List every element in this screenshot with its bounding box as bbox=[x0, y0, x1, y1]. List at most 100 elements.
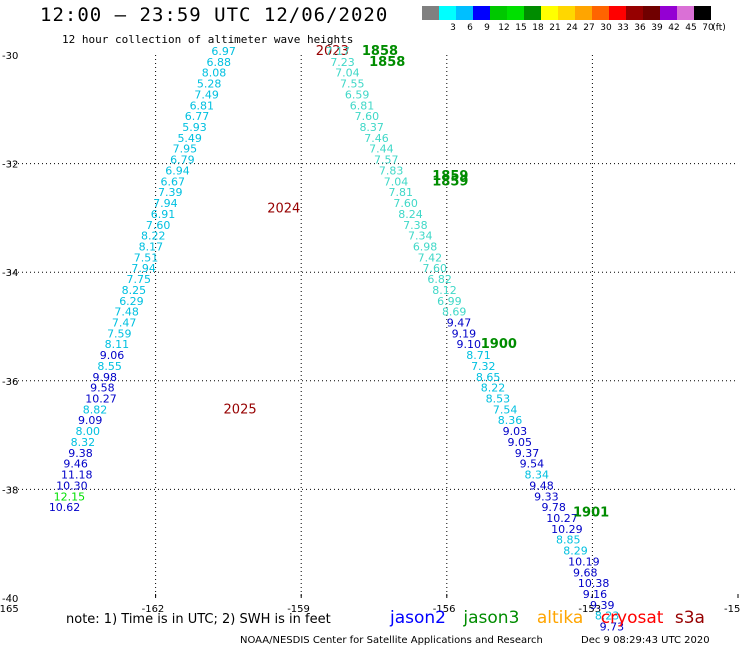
x-tick-label: -162 bbox=[142, 604, 165, 615]
legend-label: 15 bbox=[515, 23, 527, 33]
page-title: 12:00 — 23:59 UTC 12/06/2020 bbox=[40, 4, 389, 26]
swh-value: 6.82 bbox=[427, 273, 452, 286]
swh-value: 9.05 bbox=[507, 436, 532, 449]
swh-value: 9.16 bbox=[583, 588, 608, 601]
legend-swatch bbox=[694, 6, 711, 20]
swh-value: 7.75 bbox=[126, 273, 151, 286]
time-label: 1858 bbox=[369, 55, 405, 70]
swh-value: 7.81 bbox=[389, 186, 414, 199]
swh-value: 6.29 bbox=[119, 295, 144, 308]
track-a: 6.976.888.085.287.496.816.775.935.497.95… bbox=[49, 44, 349, 514]
swh-value: 7.23 bbox=[330, 56, 355, 69]
swh-value: 12.15 bbox=[54, 490, 86, 503]
swh-value: 9.47 bbox=[447, 317, 472, 330]
time-label: 1900 bbox=[481, 337, 517, 352]
swh-value: 8.34 bbox=[524, 469, 549, 482]
swh-value: 8.25 bbox=[122, 284, 147, 297]
legend-swatch bbox=[439, 6, 456, 20]
swh-value: 8.22 bbox=[481, 382, 506, 395]
swh-value: 6.81 bbox=[350, 99, 375, 112]
swh-value: 7.17 bbox=[325, 45, 350, 58]
y-tick-label: -38 bbox=[2, 485, 18, 496]
swh-value: 7.42 bbox=[418, 251, 443, 264]
footer-timestamp: Dec 9 08:29:43 UTC 2020 bbox=[581, 635, 710, 646]
swh-value: 8.11 bbox=[105, 338, 130, 351]
legend-label: 42 bbox=[668, 23, 680, 33]
swh-value: 6.77 bbox=[185, 110, 210, 123]
legend-swatch bbox=[507, 6, 524, 20]
swh-value: 7.04 bbox=[384, 175, 409, 188]
legend-swatch bbox=[541, 6, 558, 20]
swh-value: 8.65 bbox=[476, 371, 501, 384]
swh-value: 8.12 bbox=[432, 284, 457, 297]
time-label: 2024 bbox=[267, 201, 300, 216]
footer-credit: NOAA/NESDIS Center for Satellite Applica… bbox=[240, 635, 543, 646]
swh-value: 9.73 bbox=[600, 621, 625, 634]
x-tick-label: -150 bbox=[724, 604, 740, 615]
y-tick-label: -36 bbox=[2, 377, 18, 388]
swh-value: 7.94 bbox=[131, 262, 156, 275]
swh-value: 7.46 bbox=[364, 132, 389, 145]
legend-unit: (ft) bbox=[712, 23, 726, 33]
grid bbox=[10, 55, 738, 598]
swh-value: 7.47 bbox=[112, 317, 137, 330]
swh-value: 8.71 bbox=[466, 349, 491, 362]
legend-swatch bbox=[592, 6, 609, 20]
legend-swatch bbox=[626, 6, 643, 20]
time-label: 2023 bbox=[316, 44, 349, 59]
swh-value: 8.08 bbox=[202, 67, 227, 80]
time-label: 1859 bbox=[432, 169, 468, 184]
swh-value: 6.91 bbox=[151, 208, 176, 221]
track-b: 7.177.237.047.556.596.817.608.377.467.44… bbox=[325, 44, 624, 634]
swh-value: 10.19 bbox=[568, 555, 600, 568]
swh-value: 8.22 bbox=[141, 230, 166, 243]
swh-value: 7.04 bbox=[335, 67, 360, 80]
swh-value: 8.82 bbox=[83, 403, 108, 416]
swh-value: 8.17 bbox=[139, 240, 164, 253]
legend-label: 9 bbox=[484, 23, 490, 33]
swh-value: 6.88 bbox=[207, 56, 232, 69]
swh-value: 7.51 bbox=[134, 251, 159, 264]
legend-label: 6 bbox=[467, 23, 473, 33]
swh-value: 11.18 bbox=[61, 469, 93, 482]
sat-cryosat: cryosat bbox=[600, 608, 664, 628]
x-tick-label: -159 bbox=[287, 604, 310, 615]
swh-value: 10.29 bbox=[551, 523, 583, 536]
swh-value: 9.09 bbox=[78, 414, 103, 427]
legend-swatch bbox=[677, 6, 694, 20]
legend-swatch bbox=[558, 6, 575, 20]
legend-label: 24 bbox=[566, 23, 578, 33]
legend-label: 70 bbox=[702, 23, 714, 33]
swh-value: 6.98 bbox=[413, 240, 438, 253]
satellite-legend: jason2 jason3 altika cryosat s3a bbox=[390, 608, 717, 628]
swh-value: 7.48 bbox=[114, 306, 139, 319]
y-tick-label: -30 bbox=[2, 51, 18, 62]
legend-label: 12 bbox=[498, 23, 510, 33]
legend-swatch bbox=[575, 6, 592, 20]
legend-label: 33 bbox=[617, 23, 629, 33]
swh-value: 10.38 bbox=[578, 577, 610, 590]
legend-label: 3 bbox=[450, 23, 456, 33]
swh-value: 8.32 bbox=[71, 436, 96, 449]
swh-value: 7.95 bbox=[173, 143, 198, 156]
legend-label: 36 bbox=[634, 23, 646, 33]
swh-value: 9.98 bbox=[93, 371, 118, 384]
swh-value: 8.37 bbox=[359, 121, 384, 134]
legend-swatch bbox=[473, 6, 490, 20]
swh-value: 8.29 bbox=[563, 545, 588, 558]
swh-value: 9.03 bbox=[503, 425, 528, 438]
swh-value: 7.39 bbox=[158, 186, 183, 199]
swh-value: 10.27 bbox=[546, 512, 578, 525]
swh-value: 9.68 bbox=[573, 566, 598, 579]
x-tick-label: -156 bbox=[433, 604, 456, 615]
sat-jason2: jason2 bbox=[390, 608, 446, 628]
swh-value: 7.38 bbox=[403, 219, 428, 232]
legend-swatch bbox=[643, 6, 660, 20]
swh-value: 6.97 bbox=[211, 45, 236, 58]
swh-value: 9.78 bbox=[541, 501, 566, 514]
swh-value: 7.49 bbox=[194, 88, 219, 101]
sat-s3a: s3a bbox=[674, 608, 705, 628]
swh-value: 9.10 bbox=[457, 338, 482, 351]
legend-swatch bbox=[456, 6, 473, 20]
